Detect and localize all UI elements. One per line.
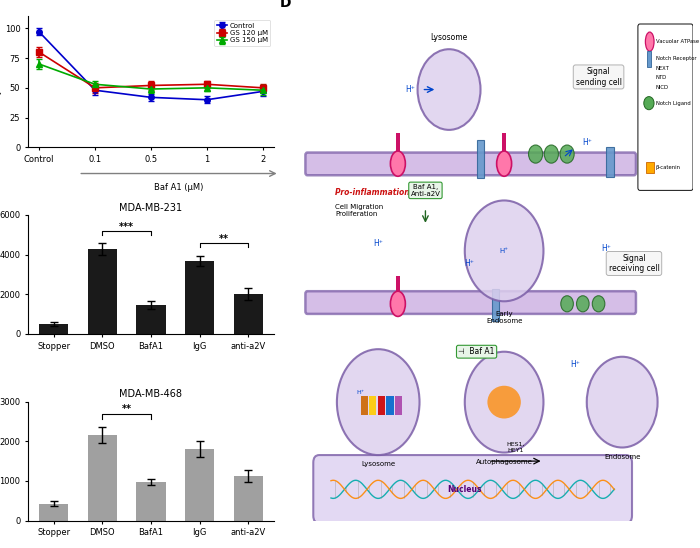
Bar (492, 289, 499, 322)
Bar (360, 396, 368, 415)
Bar (477, 140, 484, 178)
Text: Nucleus: Nucleus (447, 485, 482, 494)
Text: H⁺: H⁺ (500, 248, 509, 254)
Text: H⁺: H⁺ (582, 138, 591, 147)
Bar (502, 133, 507, 151)
Y-axis label: Viability (% control): Viability (% control) (0, 41, 2, 123)
Text: Signal
receiving cell: Signal receiving cell (608, 254, 659, 273)
Text: Baf A1,
Anti-a2V: Baf A1, Anti-a2V (410, 184, 440, 197)
Bar (647, 51, 651, 67)
Bar (136, 482, 165, 521)
Text: Pro-inflammation ?: Pro-inflammation ? (335, 189, 416, 197)
Text: H⁺: H⁺ (373, 239, 383, 248)
Text: Endosome: Endosome (604, 454, 640, 460)
Text: Vacuolar ATPase: Vacuolar ATPase (656, 39, 699, 44)
Bar (39, 324, 69, 334)
FancyBboxPatch shape (305, 152, 636, 175)
Text: NICD: NICD (656, 84, 668, 89)
Ellipse shape (391, 291, 405, 316)
Bar (606, 146, 613, 177)
Text: Early
Endosome: Early Endosome (486, 311, 522, 324)
FancyBboxPatch shape (314, 455, 632, 523)
Circle shape (592, 296, 605, 312)
Title: MDA-MB-231: MDA-MB-231 (120, 203, 183, 213)
FancyBboxPatch shape (638, 24, 693, 190)
Text: H⁺: H⁺ (464, 259, 474, 268)
Circle shape (465, 201, 543, 301)
Text: **: ** (219, 234, 229, 244)
Text: Baf A1 (μM): Baf A1 (μM) (154, 183, 204, 192)
Bar (234, 294, 262, 334)
Bar (185, 261, 214, 334)
Text: HES1,
HEY1: HES1, HEY1 (507, 442, 525, 453)
Text: ***: *** (119, 222, 134, 232)
Text: **: ** (122, 403, 132, 414)
Ellipse shape (391, 151, 405, 176)
Circle shape (337, 349, 419, 455)
Text: β-catenin: β-catenin (656, 165, 680, 170)
Text: Notch Receptor: Notch Receptor (656, 56, 696, 61)
Bar (646, 162, 654, 173)
Bar (39, 504, 69, 521)
Bar (378, 396, 385, 415)
Bar (88, 435, 117, 521)
Bar (395, 133, 400, 151)
Text: H⁺: H⁺ (601, 244, 611, 253)
Bar (185, 449, 214, 521)
Text: H⁺: H⁺ (356, 390, 365, 395)
Bar (136, 305, 165, 334)
Circle shape (587, 357, 657, 448)
Ellipse shape (496, 151, 512, 176)
Circle shape (418, 49, 480, 130)
Title: MDA-MB-468: MDA-MB-468 (120, 390, 183, 399)
Text: NEXT: NEXT (656, 66, 669, 71)
Text: Signal
sending cell: Signal sending cell (575, 67, 622, 87)
Bar (369, 396, 376, 415)
Text: Lysosome: Lysosome (430, 33, 468, 42)
Bar (395, 396, 402, 415)
Circle shape (644, 96, 654, 110)
Bar (395, 276, 400, 291)
Legend: Control, GS 120 μM, GS 150 μM: Control, GS 120 μM, GS 150 μM (214, 20, 270, 46)
Circle shape (577, 296, 589, 312)
Text: Autophagosome: Autophagosome (476, 459, 533, 465)
Ellipse shape (487, 386, 521, 419)
Text: Cell Migration
Proliferation: Cell Migration Proliferation (335, 204, 383, 217)
Circle shape (560, 145, 574, 163)
Text: NTD: NTD (656, 76, 666, 81)
FancyBboxPatch shape (305, 291, 636, 314)
Text: H⁺: H⁺ (570, 360, 580, 369)
Text: H⁺: H⁺ (406, 85, 416, 94)
Text: Notch Ligand: Notch Ligand (656, 101, 690, 106)
Text: ⊣  Baf A1: ⊣ Baf A1 (458, 347, 495, 356)
Circle shape (528, 145, 542, 163)
Bar (88, 249, 117, 334)
Bar (386, 396, 393, 415)
Text: Lysosome: Lysosome (361, 461, 395, 467)
Text: D: D (280, 0, 291, 10)
Circle shape (561, 296, 573, 312)
Bar (234, 476, 262, 521)
Ellipse shape (645, 32, 654, 51)
Circle shape (465, 352, 543, 453)
Circle shape (545, 145, 559, 163)
